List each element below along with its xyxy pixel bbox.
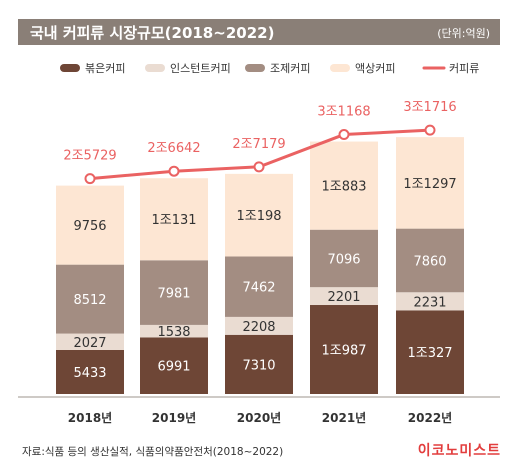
data-label-1-1: 1538 bbox=[157, 325, 190, 340]
total-point-2 bbox=[253, 161, 265, 173]
x-tick-label-1: 2019년 bbox=[152, 411, 196, 425]
x-tick-label-2: 2020년 bbox=[237, 411, 281, 425]
bar-1-4 bbox=[396, 292, 464, 311]
data-label-3-3: 1조883 bbox=[321, 180, 366, 195]
total-label-0: 2조5729 bbox=[63, 149, 116, 164]
source-note: 자료:식품 등의 생산실적, 식품의약품안전처(2018~2022) bbox=[22, 446, 284, 458]
total-point-3 bbox=[338, 129, 350, 141]
bar-1-1 bbox=[140, 324, 208, 338]
unit-note: (단위:억원) bbox=[437, 27, 490, 40]
data-label-2-1: 7981 bbox=[157, 287, 190, 302]
bar-3-4 bbox=[396, 137, 464, 229]
x-tick-label-4: 2022년 bbox=[408, 411, 452, 425]
data-label-2-4: 7860 bbox=[413, 254, 446, 269]
legend-swatch-3 bbox=[330, 64, 350, 72]
legend-label-line: 커피류 bbox=[449, 62, 479, 75]
total-label-4: 3조1716 bbox=[403, 100, 456, 115]
bar-0-0 bbox=[56, 349, 124, 394]
bar-1-2 bbox=[225, 316, 293, 335]
legend-swatch-1 bbox=[145, 64, 165, 72]
x-tick-label-0: 2018년 bbox=[68, 411, 112, 425]
legend-label-2: 조제커피 bbox=[270, 62, 310, 75]
data-label-1-3: 2201 bbox=[327, 290, 360, 305]
legend-swatch-0 bbox=[60, 64, 80, 72]
bar-0-1 bbox=[140, 337, 208, 394]
bar-0-3 bbox=[310, 305, 378, 394]
data-label-2-2: 7462 bbox=[242, 281, 275, 296]
legend-label-0: 볶은커피 bbox=[85, 62, 125, 75]
legend-swatch-2 bbox=[245, 64, 265, 72]
data-label-3-4: 1조1297 bbox=[403, 177, 456, 192]
data-label-3-1: 1조131 bbox=[151, 213, 196, 228]
bar-2-2 bbox=[225, 256, 293, 317]
data-label-1-0: 2027 bbox=[73, 336, 106, 351]
total-point-4 bbox=[424, 124, 436, 136]
total-point-1 bbox=[168, 165, 180, 177]
data-label-0-1: 6991 bbox=[157, 360, 190, 375]
bar-2-1 bbox=[140, 260, 208, 325]
total-point-0 bbox=[84, 173, 96, 185]
bar-3-2 bbox=[225, 173, 293, 257]
chart-title: 국내 커피류 시장규모(2018~2022) bbox=[30, 24, 275, 42]
bar-0-4 bbox=[396, 310, 464, 394]
total-label-2: 2조7179 bbox=[232, 137, 285, 152]
data-label-0-4: 1조327 bbox=[407, 346, 452, 361]
bar-3-1 bbox=[140, 178, 208, 261]
bar-3-0 bbox=[56, 185, 124, 265]
data-label-2-3: 7096 bbox=[327, 252, 360, 267]
bar-2-0 bbox=[56, 264, 124, 334]
data-label-0-3: 1조987 bbox=[321, 344, 366, 359]
data-label-1-2: 2208 bbox=[242, 320, 275, 335]
brand-logo: 이코노미스트 bbox=[417, 443, 501, 459]
bar-2-3 bbox=[310, 229, 378, 288]
title-bar: 국내 커피류 시장규모(2018~2022) (단위:억원) bbox=[18, 19, 500, 45]
total-label-1: 2조6642 bbox=[147, 141, 200, 156]
data-label-0-0: 5433 bbox=[73, 366, 106, 381]
data-label-0-2: 7310 bbox=[242, 358, 275, 373]
bar-0-2 bbox=[225, 334, 293, 394]
data-label-3-2: 1조198 bbox=[236, 209, 281, 224]
bar-3-3 bbox=[310, 141, 378, 230]
total-label-3: 3조1168 bbox=[317, 105, 370, 120]
bar-1-3 bbox=[310, 287, 378, 306]
data-label-3-0: 9756 bbox=[73, 219, 106, 234]
legend-label-3: 액상커피 bbox=[355, 62, 395, 75]
legend-label-1: 인스턴트커피 bbox=[170, 62, 231, 75]
x-tick-label-3: 2021년 bbox=[322, 411, 366, 425]
bar-2-4 bbox=[396, 228, 464, 293]
data-label-2-0: 8512 bbox=[73, 293, 106, 308]
data-label-1-4: 2231 bbox=[413, 295, 446, 310]
bar-1-0 bbox=[56, 333, 124, 350]
